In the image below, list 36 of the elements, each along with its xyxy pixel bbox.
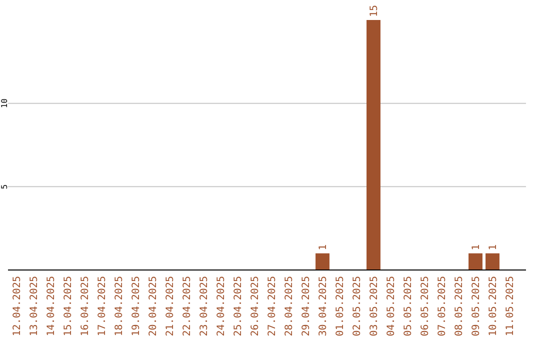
x-tick-label: 30.04.2025 <box>318 276 329 336</box>
x-tick-label: 15.04.2025 <box>63 276 74 336</box>
x-tick-label: 07.05.2025 <box>437 276 448 336</box>
data-label: 1 <box>488 244 499 250</box>
x-tick-label: 08.05.2025 <box>454 276 465 336</box>
x-tick-label: 17.04.2025 <box>97 276 108 336</box>
x-tick-label: 21.04.2025 <box>165 276 176 336</box>
data-label: 1 <box>471 244 482 250</box>
x-tick-label: 26.04.2025 <box>250 276 261 336</box>
x-tick-label: 27.04.2025 <box>267 276 278 336</box>
x-tick-label: 04.05.2025 <box>386 276 397 336</box>
x-tick-label: 28.04.2025 <box>284 276 295 336</box>
x-tick-label: 29.04.2025 <box>301 276 312 336</box>
x-tick-label: 22.04.2025 <box>182 276 193 336</box>
x-tick-label: 20.04.2025 <box>148 276 159 336</box>
x-tick-label: 10.05.2025 <box>488 276 499 336</box>
x-tick-label: 01.05.2025 <box>335 276 346 336</box>
x-tick-label: 25.04.2025 <box>233 276 244 336</box>
x-tick-label: 05.05.2025 <box>403 276 414 336</box>
x-tick-label: 24.04.2025 <box>216 276 227 336</box>
data-label: 1 <box>318 244 329 250</box>
x-tick-label: 19.04.2025 <box>131 276 142 336</box>
x-tick-label: 13.04.2025 <box>29 276 40 336</box>
x-tick-label: 02.05.2025 <box>352 276 363 336</box>
x-tick-label: 03.05.2025 <box>369 276 380 336</box>
x-tick-label: 23.04.2025 <box>199 276 210 336</box>
x-tick-label: 09.05.2025 <box>471 276 482 336</box>
x-tick-label: 11.05.2025 <box>505 276 516 336</box>
y-tick-label: 10 <box>0 98 9 108</box>
x-tick-label: 16.04.2025 <box>80 276 91 336</box>
x-tick-label: 12.04.2025 <box>12 276 23 336</box>
y-tick-label: 5 <box>0 184 9 190</box>
data-label: 15 <box>369 4 380 17</box>
x-tick-label: 18.04.2025 <box>114 276 125 336</box>
x-tick-label: 06.05.2025 <box>420 276 431 336</box>
x-tick-label: 14.04.2025 <box>46 276 57 336</box>
